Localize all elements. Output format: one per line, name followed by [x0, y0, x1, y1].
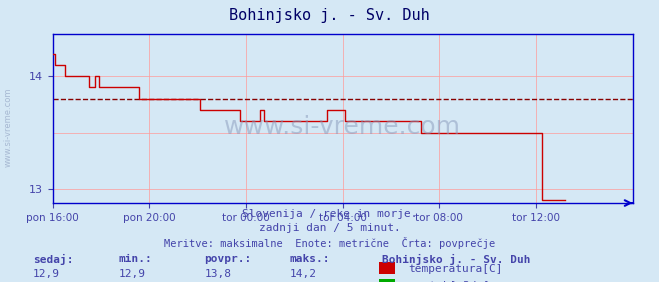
Text: Slovenija / reke in morje.: Slovenija / reke in morje. — [242, 209, 417, 219]
Text: maks.:: maks.: — [290, 254, 330, 264]
Text: pretok[m3/s]: pretok[m3/s] — [409, 281, 490, 282]
Text: min.:: min.: — [119, 254, 152, 264]
Text: 14,2: 14,2 — [290, 269, 317, 279]
Text: www.si-vreme.com: www.si-vreme.com — [3, 87, 13, 167]
Text: 12,9: 12,9 — [119, 269, 146, 279]
Text: Bohinjsko j. - Sv. Duh: Bohinjsko j. - Sv. Duh — [382, 254, 530, 265]
Text: 12,9: 12,9 — [33, 269, 60, 279]
Text: Bohinjsko j. - Sv. Duh: Bohinjsko j. - Sv. Duh — [229, 8, 430, 23]
Text: 13,8: 13,8 — [204, 269, 231, 279]
Text: www.si-vreme.com: www.si-vreme.com — [224, 115, 461, 139]
Text: Meritve: maksimalne  Enote: metrične  Črta: povprečje: Meritve: maksimalne Enote: metrične Črta… — [164, 237, 495, 249]
Text: zadnji dan / 5 minut.: zadnji dan / 5 minut. — [258, 223, 401, 233]
Text: sedaj:: sedaj: — [33, 254, 73, 265]
Text: temperatura[C]: temperatura[C] — [409, 264, 503, 274]
Text: povpr.:: povpr.: — [204, 254, 252, 264]
